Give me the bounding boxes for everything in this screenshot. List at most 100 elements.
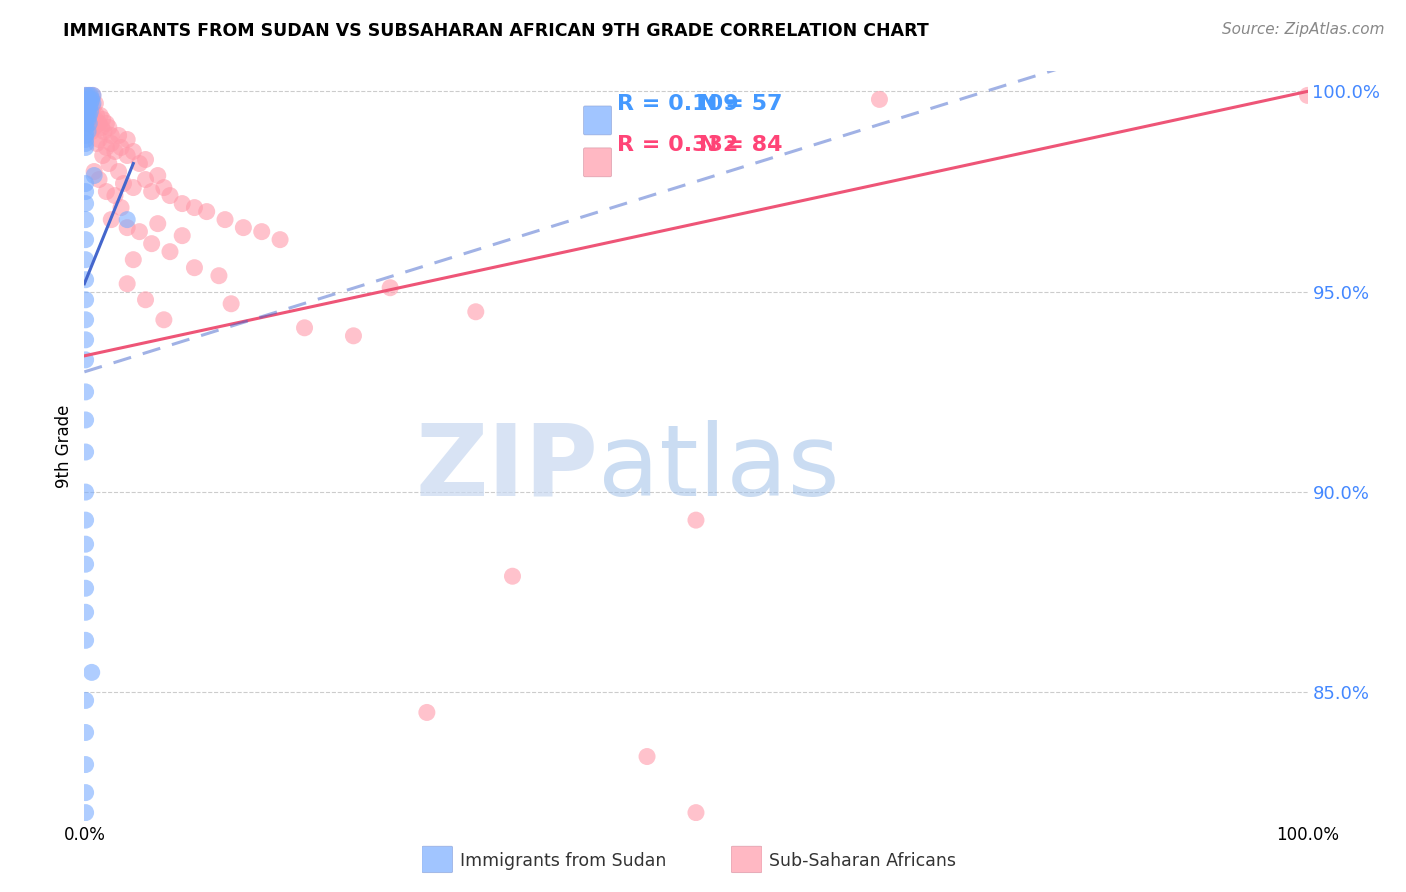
Point bbox=[75, 273, 97, 287]
Point bbox=[115, 132, 138, 146]
Point bbox=[75, 725, 97, 739]
Point bbox=[107, 128, 129, 143]
Point bbox=[115, 212, 138, 227]
Point bbox=[269, 233, 291, 247]
Point bbox=[75, 293, 97, 307]
Point bbox=[87, 116, 110, 130]
Point bbox=[75, 104, 97, 119]
Text: IMMIGRANTS FROM SUDAN VS SUBSAHARAN AFRICAN 9TH GRADE CORRELATION CHART: IMMIGRANTS FROM SUDAN VS SUBSAHARAN AFRI… bbox=[63, 22, 929, 40]
Point bbox=[294, 320, 316, 334]
Point bbox=[75, 313, 97, 327]
Point bbox=[232, 220, 254, 235]
Point bbox=[75, 333, 97, 347]
Point bbox=[685, 805, 707, 820]
Point bbox=[75, 92, 97, 106]
Point bbox=[250, 225, 273, 239]
Point bbox=[159, 188, 181, 202]
FancyBboxPatch shape bbox=[583, 148, 612, 177]
Point bbox=[75, 132, 97, 146]
Point bbox=[77, 92, 100, 106]
Point bbox=[172, 196, 194, 211]
Point bbox=[80, 92, 103, 106]
Point bbox=[82, 100, 104, 114]
Point bbox=[1296, 88, 1319, 103]
Point bbox=[75, 352, 97, 367]
Point bbox=[83, 164, 105, 178]
Point bbox=[110, 201, 132, 215]
Point bbox=[135, 293, 157, 307]
Point bbox=[77, 112, 100, 127]
Point bbox=[75, 116, 97, 130]
Text: Sub-Saharan Africans: Sub-Saharan Africans bbox=[769, 852, 956, 870]
Point bbox=[141, 236, 163, 251]
Point bbox=[84, 96, 107, 111]
Point bbox=[82, 96, 104, 111]
Point bbox=[75, 252, 97, 267]
Point bbox=[75, 185, 97, 199]
Text: R = 0.109: R = 0.109 bbox=[617, 95, 740, 114]
Point bbox=[115, 148, 138, 162]
Point bbox=[153, 180, 176, 194]
Point bbox=[87, 172, 110, 186]
Point bbox=[90, 120, 112, 135]
Text: R = 0.332: R = 0.332 bbox=[617, 136, 738, 155]
Point bbox=[122, 180, 145, 194]
Point bbox=[77, 96, 100, 111]
Point bbox=[87, 132, 110, 146]
Point bbox=[122, 145, 145, 159]
Point bbox=[146, 169, 169, 183]
Point bbox=[636, 749, 658, 764]
Point bbox=[219, 297, 242, 311]
Point bbox=[79, 96, 101, 111]
Point bbox=[75, 786, 97, 800]
Point bbox=[122, 252, 145, 267]
Point bbox=[80, 665, 103, 680]
Point bbox=[208, 268, 231, 283]
Point bbox=[869, 92, 891, 106]
Point bbox=[76, 92, 98, 106]
Point bbox=[96, 185, 118, 199]
Text: Source: ZipAtlas.com: Source: ZipAtlas.com bbox=[1222, 22, 1385, 37]
Text: Immigrants from Sudan: Immigrants from Sudan bbox=[460, 852, 666, 870]
Point bbox=[502, 569, 524, 583]
Point bbox=[89, 108, 111, 122]
Point bbox=[75, 140, 97, 154]
Point bbox=[82, 88, 104, 103]
Point bbox=[75, 88, 97, 103]
Point bbox=[77, 116, 100, 130]
Y-axis label: 9th Grade: 9th Grade bbox=[55, 404, 73, 488]
Point bbox=[77, 100, 100, 114]
Point bbox=[75, 537, 97, 551]
Point bbox=[79, 104, 101, 119]
Point bbox=[75, 128, 97, 143]
Point bbox=[79, 88, 101, 103]
Point bbox=[75, 805, 97, 820]
Text: N = 84: N = 84 bbox=[699, 136, 782, 155]
Point bbox=[83, 169, 105, 183]
Point bbox=[80, 124, 103, 138]
Point bbox=[135, 172, 157, 186]
Point bbox=[75, 633, 97, 648]
FancyBboxPatch shape bbox=[583, 106, 612, 135]
Point bbox=[75, 384, 97, 399]
Point bbox=[135, 153, 157, 167]
FancyBboxPatch shape bbox=[731, 847, 762, 872]
Point bbox=[75, 96, 97, 111]
Point bbox=[75, 136, 97, 151]
Point bbox=[93, 124, 115, 138]
Point bbox=[97, 120, 120, 135]
Point bbox=[75, 96, 97, 111]
Point bbox=[75, 196, 97, 211]
Point bbox=[77, 116, 100, 130]
Point bbox=[96, 140, 118, 154]
Point bbox=[75, 605, 97, 619]
Point bbox=[77, 88, 100, 103]
Point bbox=[84, 112, 107, 127]
Point bbox=[195, 204, 218, 219]
Point bbox=[416, 706, 439, 720]
Point bbox=[91, 112, 114, 127]
Point bbox=[75, 413, 97, 427]
Text: atlas: atlas bbox=[598, 420, 839, 517]
Point bbox=[83, 120, 105, 135]
Point bbox=[76, 104, 98, 119]
